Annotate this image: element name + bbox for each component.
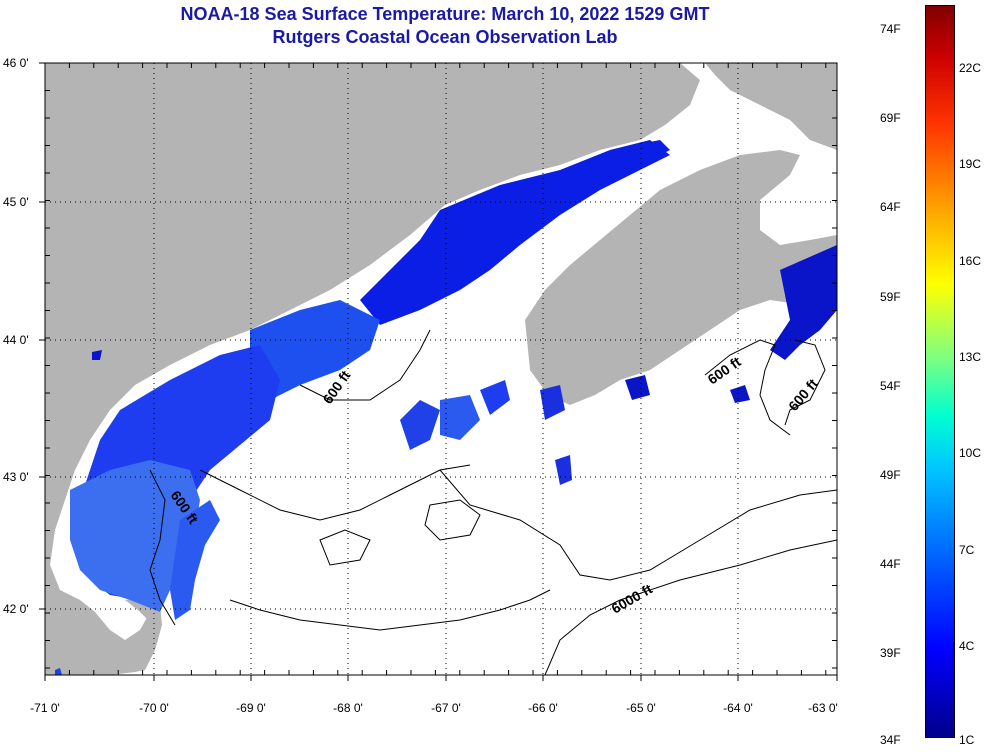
nova-scotia-landmass xyxy=(525,150,837,405)
colorbar-celsius-label: 7C xyxy=(959,542,975,557)
longitude-label: -70 0' xyxy=(139,701,169,715)
colorbar-celsius-label: 1C xyxy=(959,733,975,747)
colorbar-fahrenheit-label: 44F xyxy=(880,557,901,572)
latitude-labels: 46 0' 45 0' 44 0' 43 0' 42 0' xyxy=(3,56,837,669)
longitude-label: -65 0' xyxy=(626,701,656,715)
colorbar-fahrenheit-label: 54F xyxy=(880,378,901,393)
colorbar-fahrenheit-label: 49F xyxy=(880,468,901,482)
colorbar-celsius-label: 4C xyxy=(959,638,975,653)
colorbar-fahrenheit-label: 69F xyxy=(880,111,901,126)
colorbar-celsius-label: 13C xyxy=(959,349,982,364)
latitude-label: 46 0' xyxy=(3,56,29,70)
longitude-label: -63 0' xyxy=(808,701,838,715)
latitude-label: 45 0' xyxy=(3,195,29,209)
longitude-label: -71 0' xyxy=(30,701,60,715)
colorbar-fahrenheit-label: 34F xyxy=(880,733,901,747)
colorbar-fahrenheit-label: 39F xyxy=(880,646,901,661)
colorbar-fahrenheit-label: 74F xyxy=(880,22,901,36)
colorbar-celsius-label: 10C xyxy=(959,446,982,461)
colorbar-celsius-label: 16C xyxy=(959,253,982,268)
sst-data-layer xyxy=(55,140,837,675)
mainland-landmass xyxy=(45,63,700,675)
cape-cod xyxy=(125,598,162,672)
longitude-label: -64 0' xyxy=(723,701,753,715)
latitude-label: 42 0' xyxy=(3,602,29,616)
map-title: NOAA-18 Sea Surface Temperature: March 1… xyxy=(180,4,710,24)
colorbar-celsius-label: 19C xyxy=(959,157,982,172)
temperature-colorbar xyxy=(925,5,955,738)
map-frame xyxy=(44,62,838,676)
latitude-label: 43 0' xyxy=(3,470,29,484)
colorbar-fahrenheit-label: 59F xyxy=(880,289,901,304)
northeast-landmass xyxy=(705,63,837,150)
longitude-label: -69 0' xyxy=(236,701,266,715)
colorbar-fahrenheit-label: 64F xyxy=(880,200,901,215)
longitude-label: -67 0' xyxy=(431,701,461,715)
graticule xyxy=(45,63,837,675)
map-subtitle: Rutgers Coastal Ocean Observation Lab xyxy=(272,27,618,47)
bathymetry-contours xyxy=(149,329,837,675)
longitude-label: -68 0' xyxy=(333,701,363,715)
latitude-label: 44 0' xyxy=(3,333,29,347)
longitude-labels: -71 0' -70 0' -69 0' -68 0' -67 0' -66 0' -65 … xyxy=(30,63,838,715)
colorbar-celsius-label: 22C xyxy=(959,61,982,75)
longitude-label: -66 0' xyxy=(528,701,558,715)
